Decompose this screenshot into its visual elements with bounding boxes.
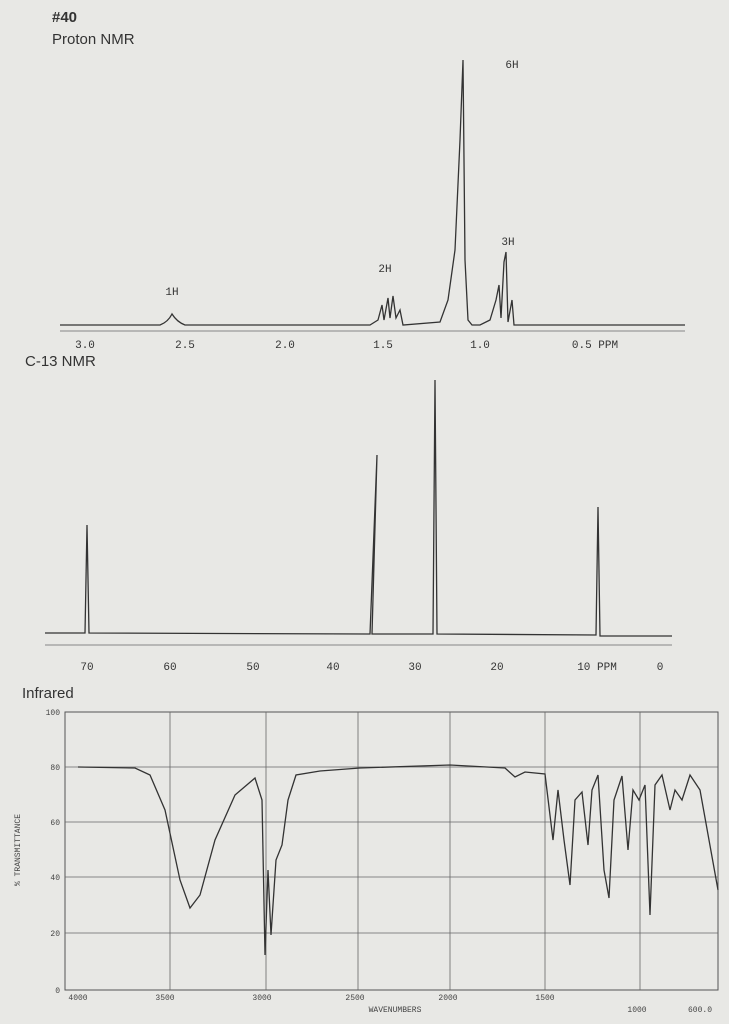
axis-label: 20 — [50, 930, 60, 939]
axis-label: 50 — [246, 662, 259, 674]
sheet-number: #40 — [52, 9, 77, 26]
axis-title: WAVENUMBERS — [369, 1006, 422, 1015]
axis-label: 30 — [408, 662, 421, 674]
c13-spectrum — [45, 379, 672, 637]
axis-label: 2.0 — [275, 340, 295, 352]
axis-label: 60 — [163, 662, 176, 674]
axis-label: 1500 — [535, 994, 554, 1003]
axis-label: 2.5 — [175, 340, 195, 352]
section-title: Infrared — [22, 685, 74, 702]
ir-frame — [64, 711, 719, 991]
axis-label: 60 — [50, 819, 60, 828]
axis-title: % TRANSMITTANCE — [14, 814, 23, 886]
axis-label: 40 — [50, 874, 60, 883]
axis-label: 0.5 PPM — [572, 340, 618, 352]
proton-spectrum — [60, 59, 685, 326]
section-title: C-13 NMR — [25, 353, 96, 370]
peak-label: 2H — [378, 264, 391, 276]
axis-label: 1000 — [627, 1006, 646, 1015]
peak-label: 3H — [501, 237, 514, 249]
axis-label: 4000 — [68, 994, 87, 1003]
axis-label: 20 — [490, 662, 503, 674]
axis-label: 0 — [657, 662, 664, 674]
section-title: Proton NMR — [52, 31, 135, 48]
axis-label: 80 — [50, 764, 60, 773]
peak-label: 6H — [505, 60, 518, 72]
axis-label: 3500 — [155, 994, 174, 1003]
axis-label: 2500 — [345, 994, 364, 1003]
ir-spectrum — [77, 764, 719, 956]
axis-label: 1.5 — [373, 340, 393, 352]
axis-label: 600.0 — [688, 1006, 712, 1015]
axis-label: 100 — [46, 709, 61, 718]
axis-label: 3.0 — [75, 340, 95, 352]
axis-label: 2000 — [438, 994, 457, 1003]
axis-label: 40 — [326, 662, 339, 674]
peak-label: 1H — [165, 287, 178, 299]
axis-label: 10 PPM — [577, 662, 617, 674]
axis-label: 70 — [80, 662, 93, 674]
axis-label: 3000 — [252, 994, 271, 1003]
axis-label: 0 — [55, 987, 60, 996]
axis-label: 1.0 — [470, 340, 490, 352]
